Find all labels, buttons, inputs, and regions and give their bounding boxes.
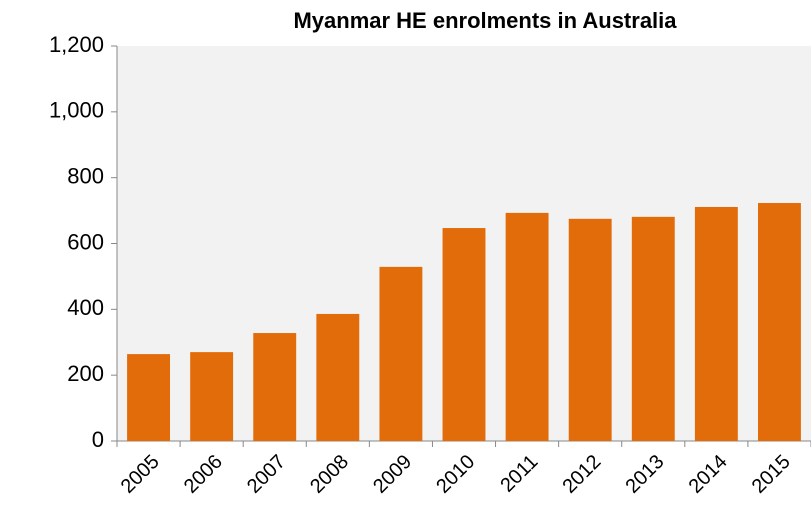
bar: [190, 352, 234, 441]
y-tick-label: 0: [92, 427, 104, 452]
x-tick-label: 2008: [306, 451, 353, 498]
bar: [127, 354, 170, 441]
y-tick-label: 600: [67, 229, 104, 254]
x-tick-label: 2012: [558, 451, 605, 498]
bar: [694, 206, 738, 441]
y-tick-label: 1,200: [49, 32, 104, 57]
bar: [568, 218, 612, 441]
bar: [442, 228, 486, 441]
y-tick-label: 200: [67, 361, 104, 386]
bar: [316, 313, 360, 441]
bar: [379, 266, 423, 441]
x-tick-label: 2013: [622, 451, 669, 498]
bar: [631, 216, 675, 441]
bar: [253, 333, 297, 441]
y-tick-label: 800: [67, 163, 104, 188]
x-tick-label: 2014: [685, 451, 732, 498]
x-tick-label: 2011: [496, 451, 542, 497]
x-tick-label: 2005: [117, 451, 164, 498]
bar: [758, 203, 801, 441]
y-tick-label: 1,000: [49, 98, 104, 123]
x-tick-label: 2009: [369, 451, 416, 498]
chart-title: Myanmar HE enrolments in Australia: [293, 8, 677, 33]
y-tick-label: 400: [67, 295, 104, 320]
x-tick-label: 2015: [748, 451, 795, 498]
x-tick-label: 2010: [432, 451, 479, 498]
x-tick-label: 2007: [243, 451, 290, 498]
x-tick-label: 2006: [180, 451, 227, 498]
bar: [505, 212, 549, 441]
